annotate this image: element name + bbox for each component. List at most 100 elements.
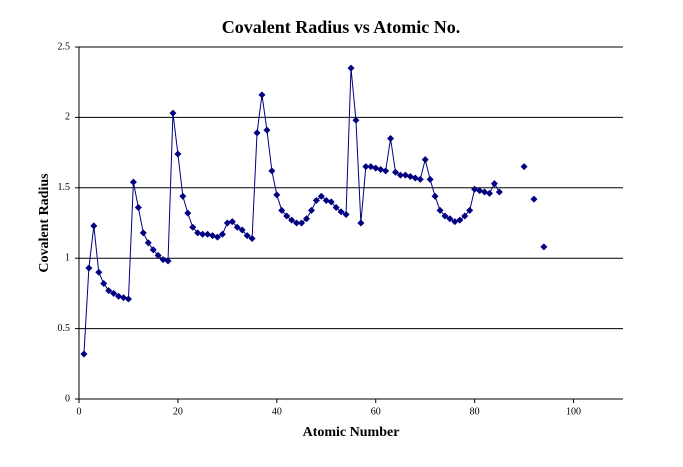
marker <box>426 175 434 183</box>
marker <box>228 218 236 226</box>
y-tick-label: 2 <box>65 112 70 123</box>
marker <box>431 192 439 200</box>
marker <box>85 264 93 272</box>
marker <box>243 232 251 240</box>
marker <box>90 222 98 230</box>
marker <box>367 163 375 171</box>
marker <box>471 185 479 193</box>
marker <box>154 251 162 259</box>
marker <box>253 129 261 137</box>
marker <box>189 223 197 231</box>
y-tick-label: 0 <box>65 393 70 404</box>
marker <box>421 156 429 164</box>
marker <box>530 195 538 203</box>
marker <box>495 188 503 196</box>
marker <box>184 209 192 217</box>
marker <box>209 232 217 240</box>
y-tick-label: 0.5 <box>58 323 71 334</box>
marker <box>396 171 404 179</box>
x-tick-label: 40 <box>272 406 282 417</box>
marker <box>95 268 103 276</box>
marker <box>120 294 128 302</box>
marker <box>456 216 464 224</box>
x-axis-label: Atomic Number <box>303 425 400 440</box>
marker <box>293 219 301 227</box>
marker <box>298 219 306 227</box>
marker <box>332 204 340 212</box>
marker <box>169 109 177 117</box>
marker <box>446 215 454 223</box>
y-tick-label: 1 <box>65 252 70 263</box>
marker <box>401 171 409 179</box>
marker <box>100 280 108 288</box>
marker <box>179 192 187 200</box>
marker <box>238 226 246 234</box>
marker <box>194 229 202 237</box>
marker <box>268 167 276 175</box>
marker <box>213 233 221 241</box>
x-tick-label: 60 <box>371 406 381 417</box>
y-tick-label: 1.5 <box>58 182 71 193</box>
marker <box>461 212 469 220</box>
x-tick-label: 20 <box>173 406 183 417</box>
marker <box>258 91 266 99</box>
marker <box>416 175 424 183</box>
marker <box>490 180 498 188</box>
marker <box>342 211 350 219</box>
marker <box>322 196 330 204</box>
marker <box>174 150 182 158</box>
marker <box>248 234 256 242</box>
marker <box>283 212 291 220</box>
marker <box>485 189 493 197</box>
marker <box>149 246 157 254</box>
marker <box>288 216 296 224</box>
marker <box>392 168 400 176</box>
x-tick-label: 100 <box>566 406 581 417</box>
marker <box>199 230 207 238</box>
marker <box>124 295 132 303</box>
marker <box>233 223 241 231</box>
marker <box>139 229 147 237</box>
marker <box>278 206 286 214</box>
marker <box>540 243 548 251</box>
marker <box>481 188 489 196</box>
marker <box>263 126 271 134</box>
marker <box>312 196 320 204</box>
marker <box>441 212 449 220</box>
marker <box>520 163 528 171</box>
marker <box>105 287 113 295</box>
marker <box>466 206 474 214</box>
marker <box>129 178 137 186</box>
marker <box>377 165 385 173</box>
marker <box>110 289 118 297</box>
marker <box>302 215 310 223</box>
marker <box>362 163 370 171</box>
marker <box>327 198 335 206</box>
marker <box>164 257 172 265</box>
marker <box>372 164 380 172</box>
marker <box>451 218 459 226</box>
marker <box>406 173 414 181</box>
marker <box>317 192 325 200</box>
marker <box>347 64 355 72</box>
marker <box>436 206 444 214</box>
marker <box>411 174 419 182</box>
marker <box>273 191 281 199</box>
marker <box>382 167 390 175</box>
marker <box>337 208 345 216</box>
marker <box>352 116 360 124</box>
marker <box>223 219 231 227</box>
marker <box>115 292 123 300</box>
x-tick-label: 0 <box>77 406 82 417</box>
marker <box>80 350 88 358</box>
marker <box>476 187 484 195</box>
marker <box>357 219 365 227</box>
marker <box>134 204 142 212</box>
marker <box>159 256 167 264</box>
marker <box>218 230 226 238</box>
marker <box>307 206 315 214</box>
marker <box>204 230 212 238</box>
marker <box>387 135 395 143</box>
y-tick-label: 2.5 <box>58 41 71 52</box>
